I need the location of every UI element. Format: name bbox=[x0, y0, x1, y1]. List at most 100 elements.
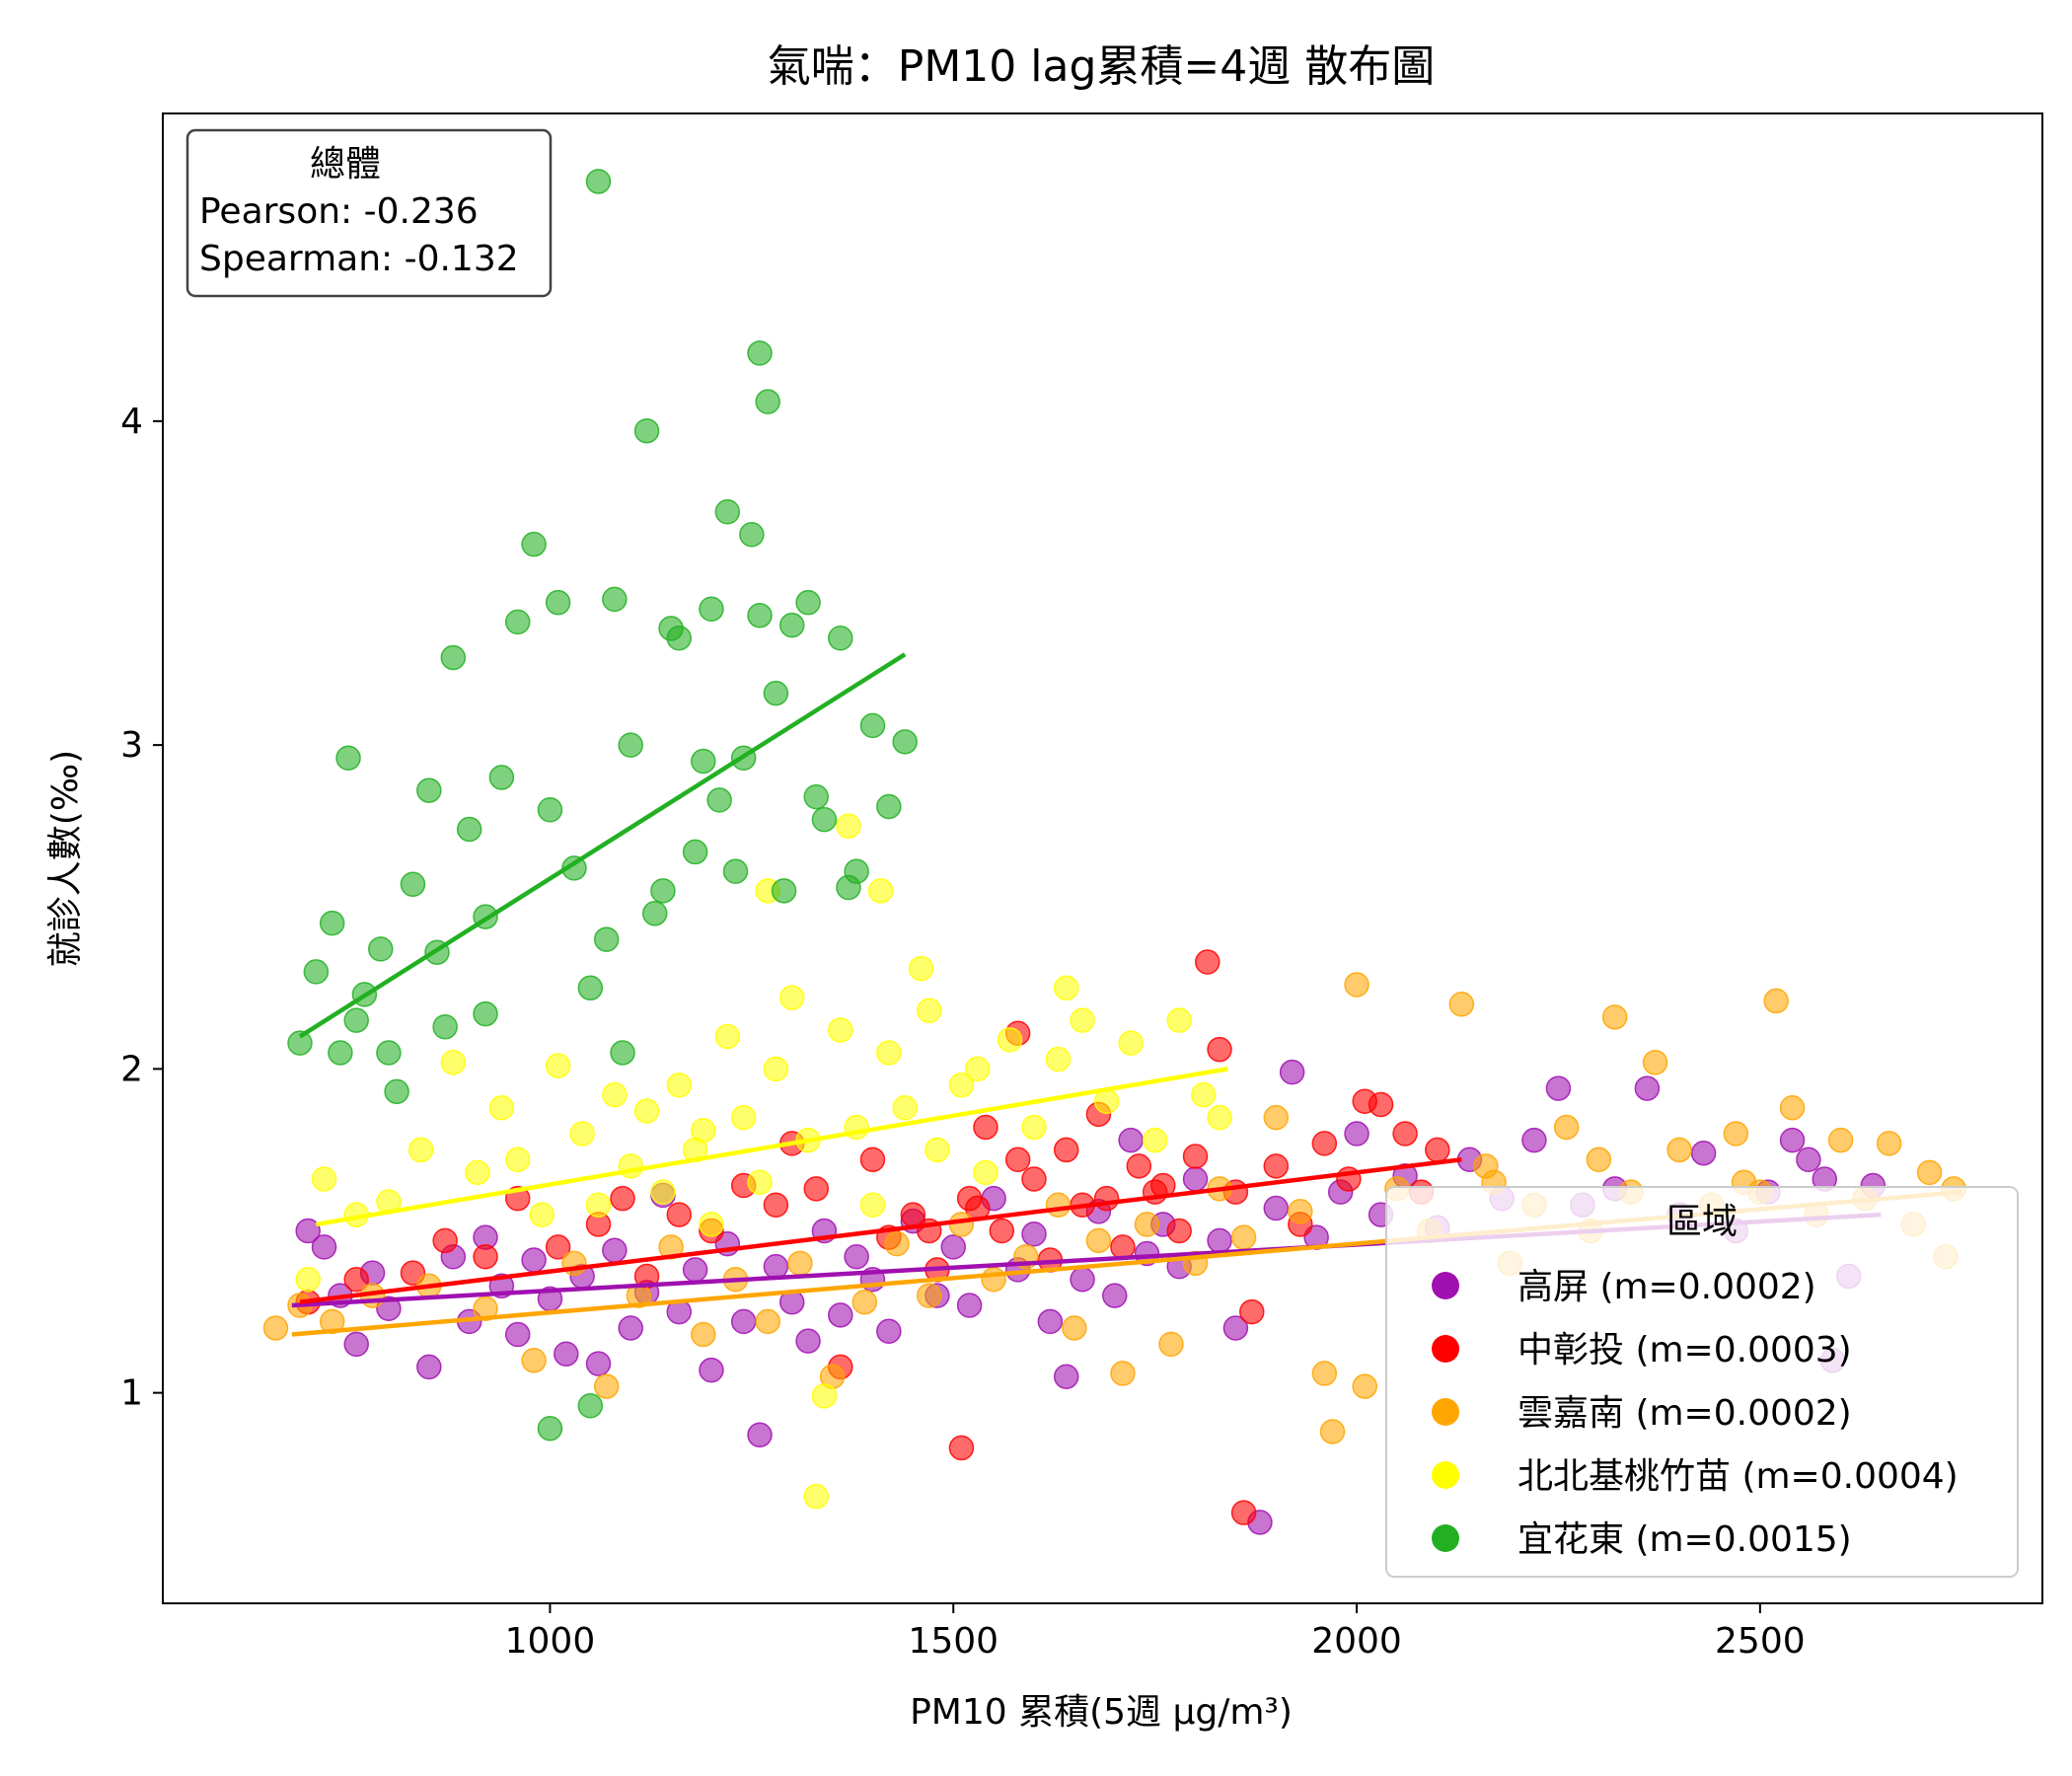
legend-frame bbox=[1385, 1186, 2019, 1578]
data-point bbox=[1222, 1315, 1249, 1341]
data-point bbox=[1062, 1315, 1087, 1341]
data-point bbox=[1311, 1131, 1338, 1156]
data-point bbox=[1053, 1137, 1079, 1163]
data-point bbox=[1021, 1221, 1047, 1247]
data-point bbox=[884, 1230, 910, 1257]
legend-marker-中彰投 bbox=[1432, 1335, 1459, 1363]
data-point bbox=[1763, 988, 1789, 1014]
data-point bbox=[343, 1266, 369, 1293]
data-point bbox=[699, 1357, 724, 1383]
data-point bbox=[1134, 1212, 1160, 1237]
data-point bbox=[666, 1202, 693, 1227]
x-axis-label: PM10 累積(5週 μg/m³) bbox=[910, 1692, 1293, 1733]
data-point bbox=[1110, 1361, 1136, 1386]
data-point bbox=[633, 1098, 660, 1124]
data-point bbox=[1586, 1147, 1612, 1173]
data-point bbox=[1190, 1081, 1217, 1108]
data-point bbox=[319, 1308, 345, 1335]
plot-area bbox=[162, 112, 2043, 1604]
x-tick-label: 2500 bbox=[1715, 1621, 1806, 1662]
data-point bbox=[1642, 1050, 1668, 1075]
data-point bbox=[521, 1348, 547, 1373]
data-point bbox=[730, 1308, 757, 1335]
data-point bbox=[1230, 1500, 1257, 1525]
data-point bbox=[537, 797, 563, 823]
data-point bbox=[706, 787, 732, 813]
data-point bbox=[593, 1373, 620, 1399]
data-point bbox=[488, 765, 515, 790]
data-point bbox=[989, 1218, 1015, 1244]
data-point bbox=[722, 858, 749, 884]
data-point bbox=[473, 1000, 498, 1027]
data-point bbox=[973, 1159, 999, 1186]
data-point bbox=[1392, 1121, 1418, 1147]
series-points-北北基桃竹苗 bbox=[295, 813, 1232, 1510]
data-point bbox=[343, 1007, 369, 1033]
data-point bbox=[1521, 1127, 1547, 1153]
data-point bbox=[343, 1331, 369, 1358]
stats-box-frame bbox=[185, 128, 553, 298]
data-point bbox=[1344, 972, 1369, 998]
data-point bbox=[1916, 1159, 1943, 1186]
data-point bbox=[432, 1013, 458, 1040]
data-point bbox=[1053, 975, 1079, 1001]
data-point bbox=[1796, 1147, 1821, 1173]
data-point bbox=[561, 855, 587, 881]
y-tick-label: 3 bbox=[120, 725, 143, 766]
legend-marker-北北基桃竹苗 bbox=[1432, 1461, 1459, 1489]
data-point bbox=[948, 1073, 975, 1098]
data-point bbox=[504, 1147, 531, 1173]
data-point bbox=[699, 596, 724, 622]
data-point bbox=[795, 589, 821, 616]
data-point bbox=[948, 1212, 975, 1237]
data-point bbox=[1553, 1114, 1580, 1141]
data-point bbox=[844, 1244, 869, 1270]
stats-box-title: 總體 bbox=[310, 144, 381, 185]
data-point bbox=[585, 1351, 612, 1376]
data-point bbox=[465, 1159, 490, 1186]
data-point bbox=[658, 616, 684, 641]
data-point bbox=[1085, 1227, 1112, 1254]
data-point bbox=[456, 816, 482, 843]
data-point bbox=[811, 1383, 838, 1409]
data-point bbox=[795, 1328, 821, 1354]
data-point bbox=[295, 1266, 321, 1293]
data-point bbox=[714, 1023, 741, 1050]
data-point bbox=[787, 1250, 813, 1277]
legend-marker-宜花東 bbox=[1432, 1524, 1459, 1552]
data-point bbox=[529, 1202, 555, 1227]
x-tick-label: 2000 bbox=[1311, 1621, 1402, 1662]
data-point bbox=[488, 1095, 515, 1121]
data-point bbox=[504, 1321, 531, 1348]
data-point bbox=[1102, 1283, 1128, 1308]
data-point bbox=[407, 1137, 434, 1163]
data-point bbox=[1545, 1075, 1572, 1101]
data-point bbox=[545, 1234, 571, 1260]
data-point bbox=[593, 926, 620, 952]
data-point bbox=[1195, 949, 1221, 975]
data-point bbox=[650, 878, 676, 904]
data-point bbox=[876, 1318, 902, 1345]
data-point bbox=[1779, 1095, 1806, 1121]
data-point bbox=[545, 1053, 571, 1078]
data-point bbox=[1779, 1127, 1806, 1153]
data-point bbox=[554, 1341, 579, 1367]
y-axis-label: 就診人數(‰) bbox=[45, 750, 86, 967]
data-point bbox=[803, 1483, 830, 1510]
data-point bbox=[836, 813, 861, 839]
data-point bbox=[755, 389, 780, 414]
data-point bbox=[973, 1114, 999, 1141]
data-point bbox=[682, 1257, 708, 1283]
data-point bbox=[892, 729, 918, 755]
data-point bbox=[262, 1315, 289, 1341]
data-point bbox=[714, 499, 741, 525]
data-point bbox=[287, 1030, 313, 1056]
data-point bbox=[859, 1192, 886, 1218]
data-point bbox=[699, 1212, 724, 1237]
data-point bbox=[925, 1137, 950, 1163]
data-point bbox=[602, 1081, 628, 1108]
data-point bbox=[1634, 1075, 1661, 1101]
data-point bbox=[691, 748, 716, 775]
data-point bbox=[1876, 1131, 1902, 1156]
data-point bbox=[763, 1192, 789, 1218]
